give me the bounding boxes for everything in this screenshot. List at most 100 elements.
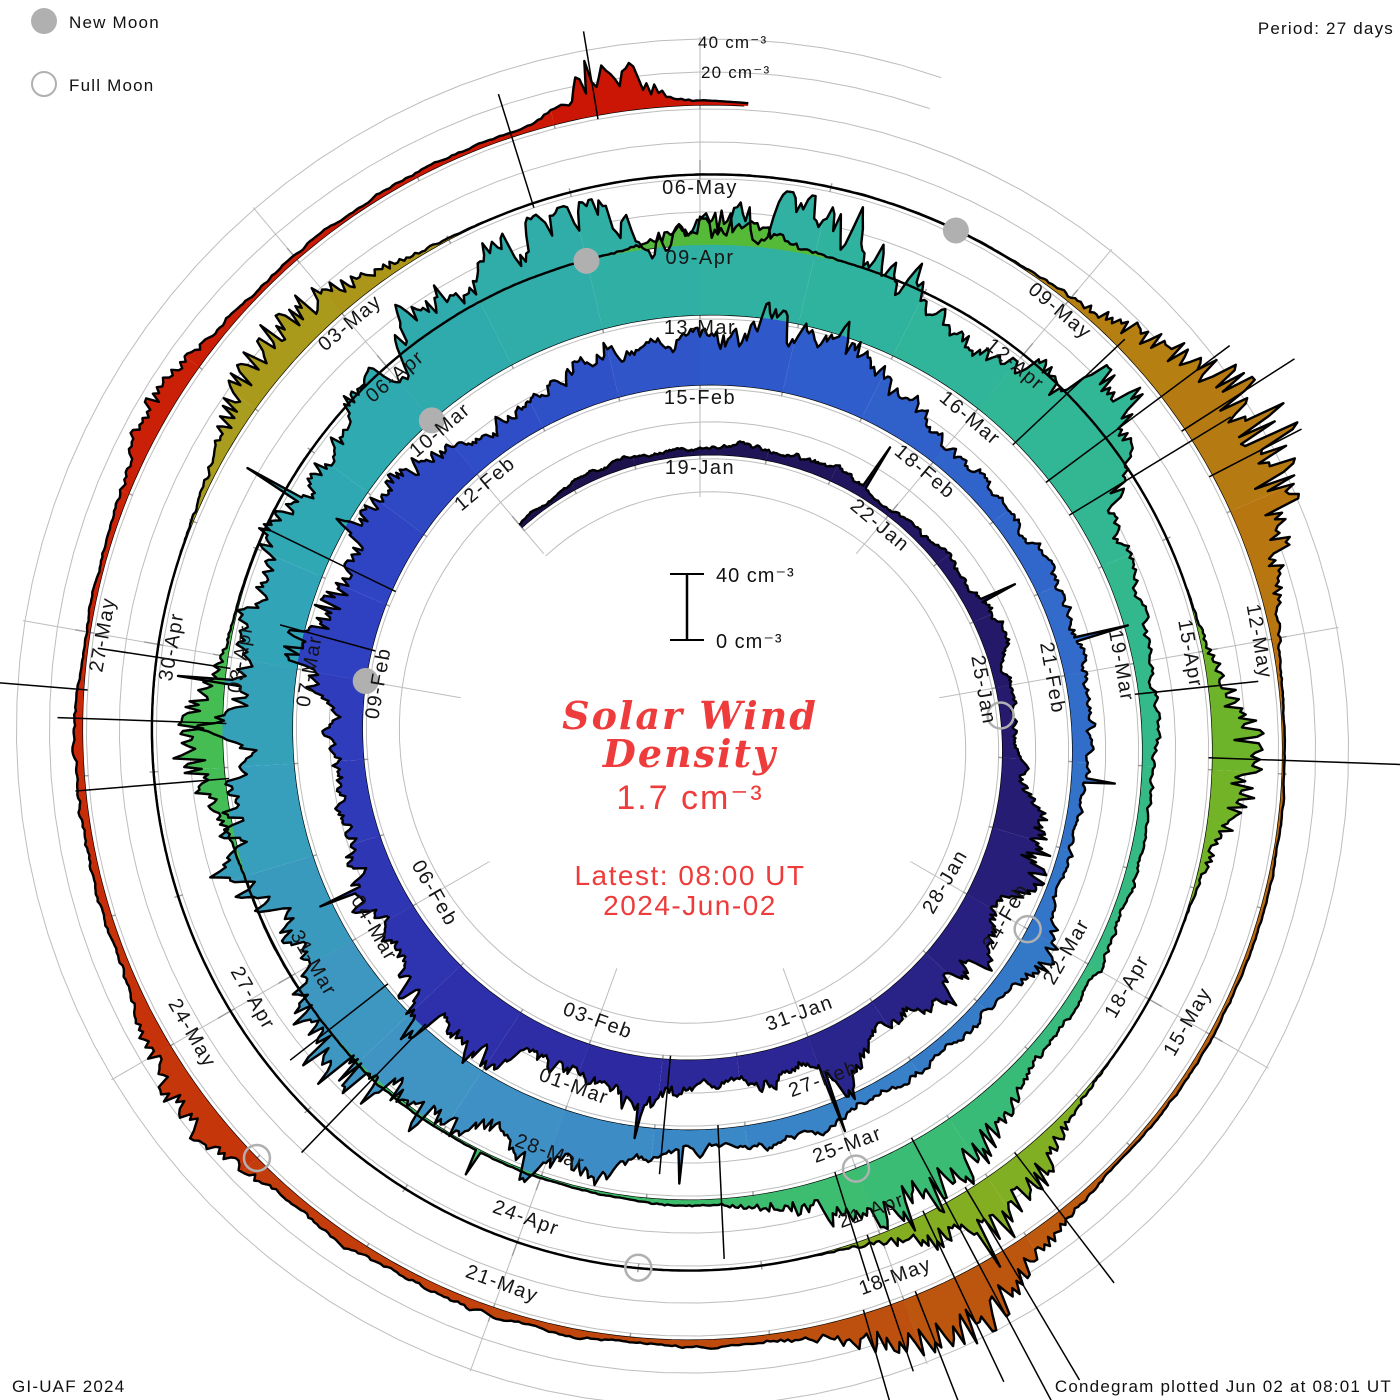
- overflow-spike: [658, 1055, 672, 1175]
- density-day-segment: [808, 1001, 889, 1131]
- density-day-segment: [769, 1300, 924, 1356]
- date-label: 06-May: [662, 177, 738, 199]
- overflow-spike: [497, 93, 535, 208]
- outer-scale-label-40: 40 cm⁻³: [698, 33, 768, 52]
- date-label: 30-Apr: [155, 611, 189, 683]
- density-day-segment: [1133, 660, 1161, 767]
- density-day-segment: [1037, 586, 1128, 676]
- density-day-segment: [184, 255, 297, 367]
- density-day-segment: [490, 1307, 631, 1343]
- day-tick: [278, 972, 296, 984]
- overflow-spike: [1068, 416, 1232, 516]
- density-day-segment: [472, 206, 603, 365]
- density-day-segment: [178, 660, 297, 767]
- overflow-spike: [862, 1309, 891, 1400]
- density-day-segment: [379, 444, 477, 535]
- new-moon-marker: [418, 407, 445, 434]
- density-day-segment: [700, 441, 769, 461]
- density-day-segment: [332, 759, 380, 845]
- full-moon-marker: [1013, 914, 1042, 944]
- density-day-segment: [400, 965, 521, 1068]
- date-label: 15-Feb: [664, 387, 736, 409]
- overflow-spike: [1208, 428, 1302, 478]
- density-day-segment: [293, 173, 418, 260]
- chart-title-line2: Density: [602, 731, 778, 776]
- overflow-spike: [834, 1171, 870, 1282]
- new-moon-marker: [352, 668, 379, 695]
- density-day-segment: [933, 448, 1009, 522]
- overflow-spike: [1013, 1152, 1115, 1284]
- density-day-segment: [586, 216, 700, 261]
- full-moon-marker: [841, 1154, 871, 1183]
- density-day-segment: [737, 1037, 819, 1092]
- density-day-segment: [517, 1241, 639, 1269]
- current-density-value: 1.7 cm⁻³: [616, 779, 764, 817]
- density-day-segment: [415, 110, 555, 178]
- overflow-spike: [866, 1234, 914, 1372]
- credit-label: GI-UAF 2024: [12, 1377, 126, 1396]
- overflow-spike: [270, 529, 397, 593]
- density-day-segment: [1028, 964, 1102, 1058]
- density-day-segment: [766, 449, 838, 481]
- density-day-segment: [955, 229, 1071, 302]
- density-day-segment: [442, 1129, 542, 1179]
- day-tick: [376, 354, 391, 371]
- overflow-spike: [1181, 358, 1295, 432]
- density-day-segment: [977, 929, 1058, 1010]
- day-tick: [511, 515, 526, 532]
- density-day-segment: [284, 582, 386, 682]
- overflow-spike: [1045, 345, 1231, 484]
- overflow-spike: [964, 1186, 1081, 1381]
- density-day-segment: [1161, 360, 1298, 512]
- density-day-segment: [1027, 847, 1073, 943]
- date-label: 19-Jan: [665, 457, 735, 479]
- overflow-spike: [1134, 680, 1259, 696]
- density-day-segment: [856, 1118, 978, 1231]
- density-day-segment: [104, 916, 171, 1059]
- density-day-segment: [700, 210, 816, 256]
- date-label: 09-Apr: [665, 247, 734, 269]
- density-day-segment: [320, 835, 413, 922]
- density-day-segment: [650, 1126, 748, 1184]
- density-day-segment: [578, 199, 700, 329]
- density-day-segment: [967, 827, 1051, 908]
- density-day-segment: [798, 207, 924, 356]
- full-moon-marker: [986, 701, 1015, 730]
- density-day-segment: [1129, 1034, 1214, 1148]
- density-day-segment: [120, 356, 199, 494]
- plotted-timestamp-label: Condegram plotted Jun 02 at 08:01 UT: [1054, 1377, 1392, 1396]
- density-day-segment: [230, 855, 353, 965]
- date-label: 24-Apr: [490, 1196, 562, 1240]
- density-day-segment: [993, 510, 1059, 595]
- density-day-segment: [322, 238, 449, 314]
- overflow-spike: [0, 682, 88, 691]
- date-label: 13-Mar: [664, 317, 736, 339]
- density-day-segment: [381, 905, 461, 1014]
- density-day-segment: [632, 447, 700, 466]
- full-moon-legend-icon: [31, 71, 57, 97]
- overflow-spike-lines: [0, 31, 1400, 1400]
- density-day-segment: [1064, 671, 1096, 763]
- density-day-segment: [339, 1013, 483, 1132]
- day-tick: [75, 629, 95, 634]
- density-day-segment: [540, 1175, 647, 1202]
- new-moon-marker: [573, 247, 600, 274]
- density-day-segment: [1127, 765, 1155, 872]
- density-outline: [71, 59, 1300, 1357]
- density-day-segment: [77, 775, 112, 919]
- density-day-segment: [1068, 297, 1201, 397]
- period-label: Period: 27 days: [1257, 19, 1394, 38]
- baseline-spiral: [81, 104, 1284, 1341]
- density-day-segment: [926, 894, 997, 979]
- density-day-segment: [973, 614, 1012, 688]
- density-day-segment: [530, 343, 619, 428]
- day-tick: [144, 641, 164, 647]
- density-day-segment: [832, 1060, 920, 1120]
- latest-date-label: 2024-Jun-02: [603, 890, 777, 921]
- density-day-segment: [1049, 428, 1133, 567]
- density-day-segment: [1202, 649, 1264, 773]
- density-day-segment: [87, 489, 129, 633]
- density-day-segment: [546, 1110, 655, 1185]
- density-day-segment: [228, 288, 342, 409]
- overflow-spike: [914, 1291, 959, 1400]
